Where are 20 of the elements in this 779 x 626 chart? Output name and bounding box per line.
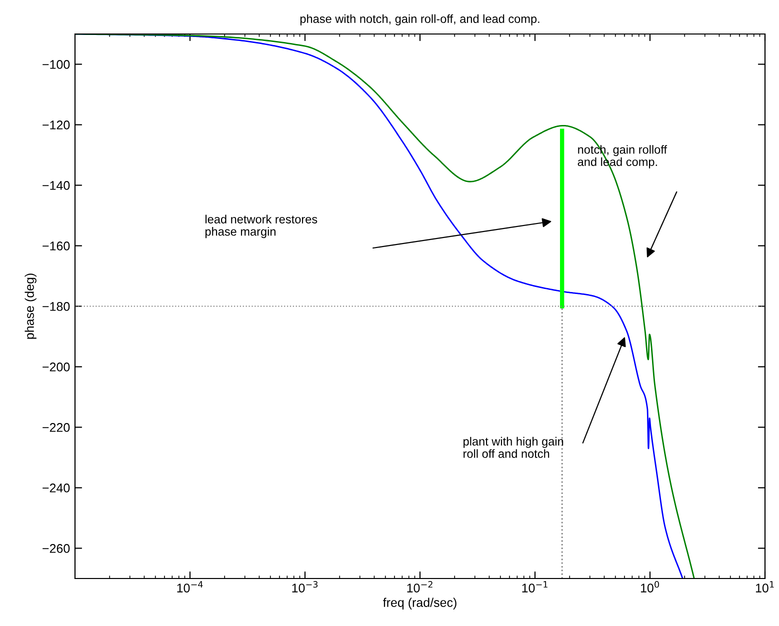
y-tick-label: −100 [42,60,70,69]
y-tick-label: −220 [42,423,70,432]
chart-title: phase with notch, gain roll-off, and lead comp. [300,14,540,26]
x-tick-label: 10$^{−3}$ [292,581,318,592]
y-tick-label: −260 [42,544,70,553]
x-tick-label: 10$^{−4}$ [177,581,203,592]
x-tick-label: 10$^{−1}$ [522,581,548,592]
annotation: plant with high gain roll off and notch [464,436,564,458]
y-tick-label: −200 [42,362,70,372]
x-axis-title: freq (rad/sec) [383,598,456,610]
x-tick-label: 10$^{−2}$ [407,581,432,592]
x-tick-label: 10$^{0}$ [640,581,660,592]
y-tick-label: −120 [42,120,70,130]
annotation: lead network restores phase margin [205,214,318,238]
y-tick-label: −240 [42,484,70,492]
x-tick-label: 10$^{1}$ [756,581,774,592]
y-axis-title: phase (deg) [24,274,36,339]
y-tick-label: −160 [42,242,70,250]
y-tick-label: −180 [42,302,70,311]
y-tick-label: −140 [42,181,70,190]
